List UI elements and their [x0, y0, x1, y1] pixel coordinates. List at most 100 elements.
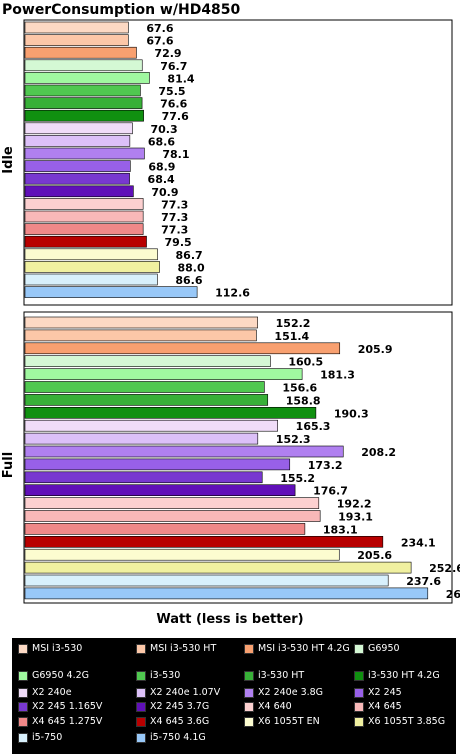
bar-value-label: 67.6 — [146, 22, 173, 35]
bar — [24, 160, 131, 172]
bar — [24, 147, 145, 160]
legend-swatch — [354, 688, 364, 698]
bar — [24, 445, 344, 458]
bar — [24, 72, 150, 84]
bar-value-label: 68.4 — [148, 173, 175, 186]
bar-value-label: 165.3 — [296, 420, 331, 433]
bar-value-label: 68.9 — [148, 161, 175, 174]
bar — [24, 122, 133, 135]
legend-label: G6950 4.2G — [32, 670, 90, 681]
bar-value-label: 205.6 — [357, 549, 392, 562]
legend-swatch — [244, 702, 254, 712]
bar — [24, 273, 158, 286]
legend-item: i3-530 HT 4.2G — [354, 670, 460, 681]
legend-swatch — [136, 717, 146, 727]
legend-swatch — [18, 688, 28, 698]
bar — [24, 34, 129, 46]
bar — [24, 587, 429, 600]
bar-value-label: 192.2 — [337, 498, 372, 511]
legend-label: MSI i3-530 HT 4.2G — [258, 643, 350, 654]
bar — [24, 523, 306, 535]
legend-label: X6 1055T EN — [258, 716, 320, 727]
bar — [24, 355, 271, 368]
bar — [24, 497, 320, 509]
bar-value-label: 70.3 — [150, 123, 177, 136]
legend-swatch — [244, 688, 254, 698]
bar-value-label: 70.9 — [151, 186, 178, 199]
bar — [24, 458, 291, 471]
bar-value-label: 77.3 — [161, 198, 188, 211]
bar-value-label: 112.6 — [215, 287, 250, 300]
legend-label: X4 645 3.6G — [150, 716, 210, 727]
bar-value-label: 81.4 — [167, 72, 194, 85]
bar-value-label: 190.3 — [334, 407, 369, 420]
legend-item: X2 245 1.165V — [18, 701, 128, 712]
legend-swatch — [136, 733, 146, 743]
bar-value-label: 88.0 — [178, 261, 205, 274]
legend-swatch — [244, 644, 254, 654]
bar-value-label: 263.5 — [446, 588, 460, 601]
legend-swatch — [244, 717, 254, 727]
legend-swatch — [354, 717, 364, 727]
bar — [24, 185, 134, 198]
bar — [24, 109, 144, 122]
bar — [24, 172, 130, 185]
legend-item: G6950 4.2G — [18, 670, 128, 681]
legend-swatch — [244, 671, 254, 681]
legend-label: X6 1055T 3.85G — [368, 716, 446, 727]
bar-value-label: 160.5 — [288, 356, 323, 369]
bar-value-label: 86.6 — [175, 274, 202, 287]
legend-swatch — [18, 733, 28, 743]
legend-item: MSI i3-530 HT 4.2G — [244, 643, 354, 654]
legend-item: X2 245 3.7G — [136, 701, 246, 712]
bar-value-label: 205.9 — [358, 343, 393, 356]
legend-swatch — [354, 671, 364, 681]
legend-label: MSI i3-530 — [32, 643, 83, 654]
group-label: Idle — [1, 146, 16, 174]
legend-item: X6 1055T 3.85G — [354, 716, 460, 727]
bar — [24, 84, 141, 97]
bar-value-label: 79.5 — [165, 236, 192, 249]
bar — [24, 261, 160, 273]
bar-value-label: 78.1 — [162, 148, 189, 161]
bar-value-label: 181.3 — [320, 369, 355, 382]
legend-item: MSI i3-530 — [18, 643, 128, 654]
legend-item: i5-750 — [18, 732, 128, 743]
bar — [24, 286, 198, 298]
bar-value-label: 176.7 — [313, 485, 348, 498]
bar-value-label: 152.2 — [276, 317, 311, 330]
bar — [24, 329, 257, 342]
legend-swatch — [136, 644, 146, 654]
legend-item: i3-530 HT — [244, 670, 354, 681]
legend-item: X4 645 1.275V — [18, 716, 128, 727]
bar-value-label: 237.6 — [406, 575, 441, 588]
bar-value-label: 173.2 — [308, 459, 343, 472]
legend: MSI i3-530 MSI i3-530 HT MSI i3-530 HT 4.2… — [12, 638, 456, 754]
bar — [24, 198, 144, 210]
legend-swatch — [18, 717, 28, 727]
bar — [24, 419, 278, 432]
legend-label: X2 245 — [368, 687, 402, 698]
legend-swatch — [136, 702, 146, 712]
bar-value-label: 77.3 — [161, 224, 188, 237]
bar-value-label: 68.6 — [148, 135, 175, 148]
legend-label: X2 240e — [32, 687, 72, 698]
x-axis-label: Watt (less is better) — [156, 612, 303, 627]
bar — [24, 248, 158, 261]
bar — [24, 97, 143, 109]
bar — [24, 471, 263, 484]
bar-value-label: 152.3 — [276, 433, 311, 446]
legend-label: X2 245 3.7G — [150, 701, 210, 712]
bar — [24, 432, 259, 445]
legend-item: X2 240e 1.07V — [136, 687, 246, 698]
legend-swatch — [354, 644, 364, 654]
legend-item: X4 645 — [354, 701, 460, 712]
legend-item: X2 240e 3.8G — [244, 687, 354, 698]
legend-item: X4 645 3.6G — [136, 716, 246, 727]
legend-swatch — [18, 702, 28, 712]
legend-label: G6950 — [368, 643, 400, 654]
legend-label: i3-530 — [150, 670, 181, 681]
bar-value-label: 183.1 — [323, 523, 358, 536]
legend-swatch — [18, 644, 28, 654]
